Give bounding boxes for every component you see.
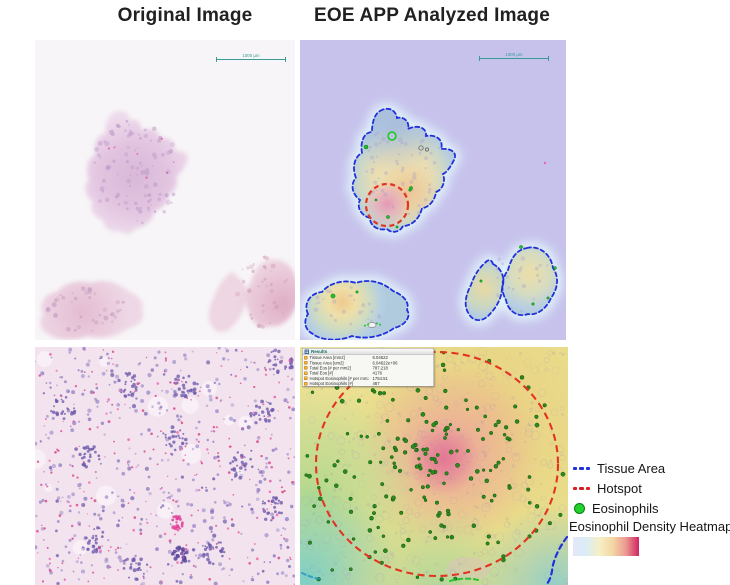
analyzed-image-title: EOE APP Analyzed Image [314,5,550,26]
original-slide-image: 1000 µm [35,40,295,340]
scale-bar-label: 1000 µm [242,53,260,58]
boundary-fragments [301,535,568,585]
result-row-label: Total Eos [# per mm2] [309,365,351,371]
tag-icon [304,381,308,386]
result-row-value: 6.04622 [372,355,388,361]
result-row-value: 6.04622e+06 [372,360,398,366]
tissue-blobs [40,110,295,340]
result-row: Tissue Area [mm2] 6.04622 [303,355,434,360]
legend-item-label: Hotspot [597,480,642,496]
tissue-speckles [45,120,289,332]
scale-bar: 1000 µm [216,49,286,63]
original-slide-canvas [40,110,295,340]
heatmap-gradient-bar [573,537,639,556]
tag-icon [304,376,308,381]
table-grid-icon [304,349,309,354]
scale-bar: 1000 µm [479,48,549,62]
result-row-value: 4176 [372,370,382,376]
result-row: Hotspot Eosinophils [# per mm2] 1754.51 [303,376,434,381]
result-row: Total Eos [# per mm2] 787.218 [303,365,434,370]
scale-bar-line [479,56,549,62]
tissue-outline-paths [304,107,558,340]
results-panel-header: Results [302,348,434,355]
result-row-label: Total Eos [#] [309,370,333,376]
legend-item-label: Eosinophils [592,500,659,516]
result-row: Hotspot Eosinophils [#] 467 [303,381,434,386]
heatmap-legend-label: Eosinophil Density Heatmap [569,519,730,534]
legend-item-eosinophils: Eosinophils [569,498,730,518]
legend-item-hotspot: Hotspot [569,478,730,498]
original-zoom-histology-image [35,347,295,585]
tag-icon [304,361,308,365]
result-row: Tissue Area [um2] 6.04622e+06 [303,360,434,365]
result-row-label: Hotspot Eosinophils [# per mm2] [309,375,369,381]
result-row: Total Eos [#] 4176 [303,371,434,376]
legend-item-tissue-area: Tissue Area [569,458,730,478]
scale-bar-line [216,57,286,63]
hotspot-circle [364,182,410,228]
legend-items: Tissue Area Hotspot Eosinophils [569,458,730,518]
eosinophils-dot-icon [574,502,585,514]
histology-canvas [35,347,295,585]
result-row-label: Tissue Area [um2] [309,360,344,366]
result-row-label: Hotspot Eosinophils [#] [309,381,353,387]
results-rows: Tissue Area [mm2] 6.04622 Tissue Area [um2… [303,355,434,386]
original-image-title: Original Image [117,5,253,26]
result-row-value: 1754.51 [372,375,388,381]
result-row-label: Tissue Area [mm2] [309,355,345,361]
analyzed-slide-image: 1000 µm [300,40,566,340]
legend-item-label: Tissue Area [597,460,666,476]
eosinophil-markers [330,131,557,306]
result-row-value: 467 [372,381,380,387]
analyzed-zoom-heatmap-image: Results Tissue Area [mm2] 6.04622 Tissue A… [300,347,568,585]
results-panel: Results Tissue Area [mm2] 6.04622 Tissue A… [302,348,434,388]
hotspot-dash-icon [573,486,590,490]
tissue-area-dash-icon [573,466,590,470]
tissue-texture [313,131,549,326]
tag-icon [304,366,308,370]
eosinophil-dots [304,351,566,582]
hotspot-boundary [314,350,560,578]
density-heatmap-layers [300,347,568,585]
artifact-marks [363,145,547,328]
heatmap-canvas [300,347,568,585]
scale-bar-label: 1000 µm [505,52,523,57]
result-row-value: 787.218 [372,365,388,371]
figure-legend: Tissue Area Hotspot Eosinophils Eosinophil… [569,458,730,556]
analyzed-slide-canvas [300,103,563,340]
tag-icon [304,355,308,360]
tag-icon [304,371,308,375]
results-panel-title: Results [311,349,328,354]
